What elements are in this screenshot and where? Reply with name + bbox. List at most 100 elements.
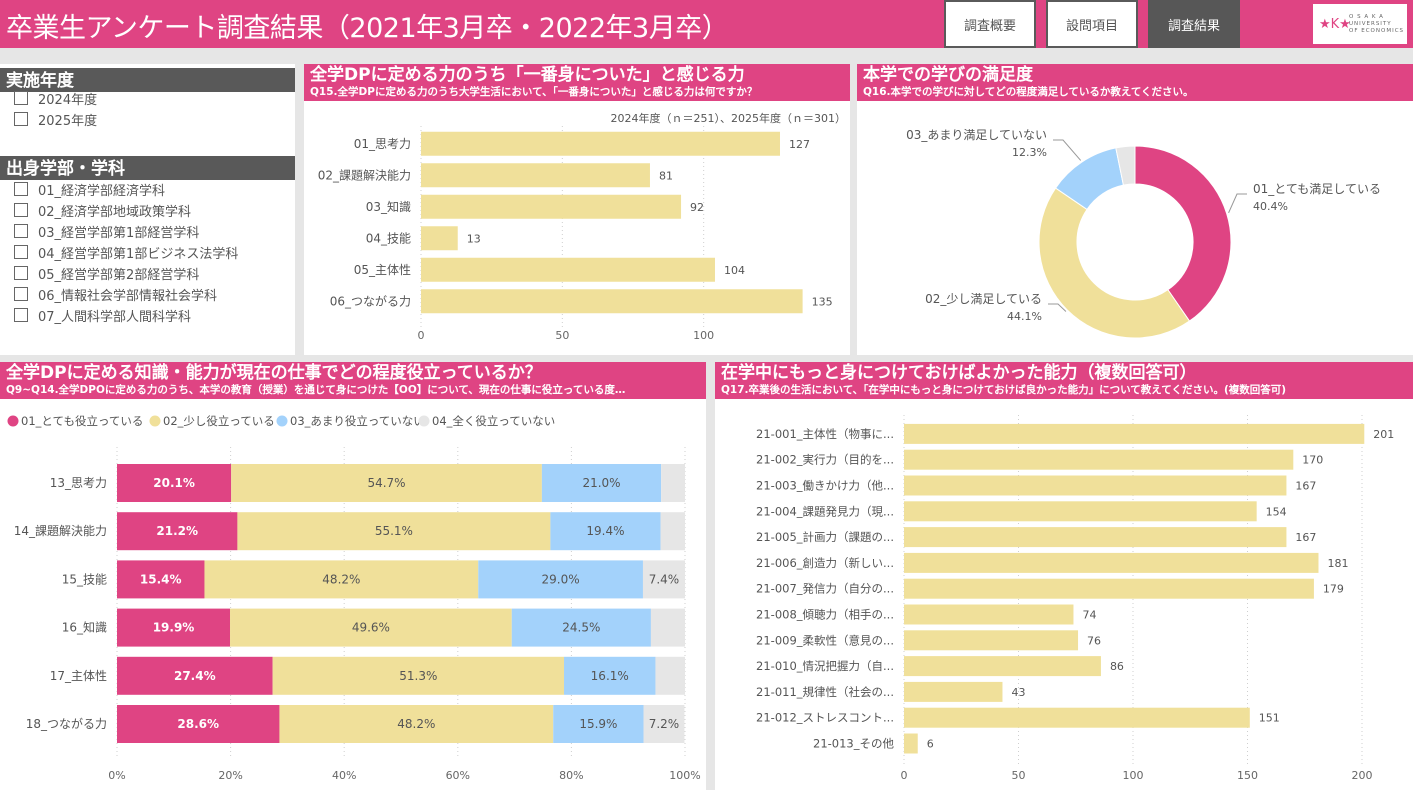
- bar-segment: [564, 656, 656, 695]
- bar-segment: [230, 608, 512, 647]
- data-label: 6: [927, 738, 934, 751]
- q16-title: 本学での学びの満足度: [863, 65, 1033, 85]
- bar: [904, 527, 1287, 548]
- faculty-filter-option[interactable]: 07_人間科学部人間科学科: [14, 305, 191, 325]
- checkbox[interactable]: [14, 182, 28, 196]
- slice-value-label: 44.1%: [1007, 310, 1042, 323]
- data-label: 48.2%: [322, 572, 360, 586]
- q16-donut-chart: 01_とても満足している 40.4% 02_少し満足している 44.1% 03_あまり満…: [906, 128, 1381, 339]
- faculty-filter-option[interactable]: 06_情報社会学部情報社会学科: [14, 284, 217, 304]
- bar: [904, 733, 918, 754]
- data-label: 7.4%: [649, 572, 680, 586]
- checkbox[interactable]: [14, 91, 28, 105]
- logo-line-1: O S A K A: [1349, 13, 1384, 20]
- bar-segment: [117, 705, 280, 743]
- slice-value-label: 12.3%: [1012, 146, 1047, 159]
- checkbox[interactable]: [14, 245, 28, 259]
- data-label: 21.2%: [156, 524, 198, 538]
- data-label: 15.9%: [579, 717, 617, 731]
- checkbox[interactable]: [14, 224, 28, 238]
- faculty-filter-option[interactable]: 02_経済学部地域政策学科: [14, 200, 191, 220]
- data-label: 86: [1110, 660, 1124, 673]
- category-label: 21-003_働きかけ力（他...: [756, 479, 894, 493]
- slice-label: 03_あまり満足していない: [906, 128, 1047, 142]
- data-label: 81: [659, 169, 673, 182]
- data-label: 51.3%: [399, 669, 437, 683]
- nav-survey-overview-button[interactable]: 調査概要: [944, 0, 1036, 48]
- checkbox[interactable]: [14, 266, 28, 280]
- bar: [904, 578, 1314, 599]
- data-label: 48.2%: [397, 717, 435, 731]
- x-tick-label: 80%: [559, 769, 583, 782]
- faculty-filter-option-label: 05_経営学部第2部経営学科: [38, 267, 200, 283]
- bar-segment: [650, 608, 685, 647]
- category-label: 21-009_柔軟性（意見の...: [756, 633, 894, 647]
- q16-panel: 本学での学びの満足度 Q16.本学での学びに対してどの程度満足しているか教えてく…: [857, 64, 1413, 355]
- q15-title-bar: 全学DPに定める力のうち「一番身についた」と感じる力 Q15.全学DPに定める力…: [304, 64, 850, 101]
- donut-slice: [1115, 145, 1136, 186]
- leader-line: [1048, 303, 1067, 312]
- q9-14-stacked-bar-chart: 01_とても役立っている 02_少し役立っている 03_あまり役立っていない 04_全…: [7, 414, 701, 782]
- nav-questions-button[interactable]: 設問項目: [1046, 0, 1138, 48]
- category-label: 17_主体性: [50, 669, 107, 683]
- category-label: 03_知識: [366, 200, 411, 214]
- nav-results-button[interactable]: 調査結果: [1148, 0, 1240, 48]
- bar: [421, 131, 780, 156]
- q16-subtitle: Q16.本学での学びに対してどの程度満足しているか教えてください。: [863, 86, 1194, 98]
- legend-marker: [276, 415, 288, 427]
- legend-label: 03_あまり役立っていない: [290, 414, 425, 428]
- faculty-filter-option-label: 03_経営学部第1部経営学科: [38, 225, 200, 241]
- bar-segment: [478, 560, 643, 599]
- year-filter-option[interactable]: 2024年度: [14, 88, 97, 108]
- x-tick-label: 50: [555, 329, 569, 342]
- checkbox[interactable]: [14, 203, 28, 217]
- data-label: 135: [812, 295, 833, 308]
- category-label: 14_課題解決能力: [14, 523, 107, 538]
- x-tick-label: 20%: [218, 769, 242, 782]
- checkbox[interactable]: [14, 308, 28, 322]
- data-label: 154: [1266, 505, 1287, 518]
- category-label: 21-011_規律性（社会の...: [756, 685, 894, 699]
- faculty-filter-option[interactable]: 04_経営学部第1部ビジネス法学科: [14, 242, 238, 262]
- data-label: 127: [789, 138, 810, 151]
- data-label: 151: [1259, 712, 1280, 725]
- data-label: 16.1%: [591, 669, 629, 683]
- slice-label: 02_少し満足している: [925, 292, 1042, 306]
- bar-segment: [655, 656, 685, 695]
- data-label: 167: [1295, 531, 1316, 544]
- bar: [904, 423, 1365, 444]
- bar: [421, 289, 803, 314]
- year-filter-option-label: 2024年度: [38, 92, 98, 108]
- bar-segment: [237, 512, 551, 551]
- legend-label: 02_少し役立っている: [163, 414, 275, 428]
- data-label: 43: [1011, 686, 1025, 699]
- data-label: 49.6%: [352, 621, 390, 635]
- category-label: 21-008_傾聴力（相手の...: [756, 608, 894, 622]
- faculty-filter-option[interactable]: 05_経営学部第2部経営学科: [14, 263, 199, 283]
- x-tick-label: 100: [1123, 769, 1144, 782]
- faculty-filter-option[interactable]: 03_経営学部第1部経営学科: [14, 221, 199, 241]
- bar: [904, 501, 1257, 522]
- leader-line: [1053, 139, 1082, 161]
- slice-value-label: 40.4%: [1253, 200, 1288, 213]
- category-label: 21-010_情況把握力（自...: [756, 659, 894, 673]
- x-tick-label: 0%: [108, 769, 125, 782]
- faculty-filter-option[interactable]: 01_経済学部経済学科: [14, 179, 165, 199]
- data-label: 15.4%: [140, 572, 182, 586]
- q17-title: 在学中にもっと身につけておけばよかった能力（複数回答可）: [721, 363, 1197, 383]
- x-tick-label: 200: [1352, 769, 1373, 782]
- x-tick-label: 0: [418, 329, 425, 342]
- bar-segment: [272, 656, 565, 695]
- bar-segment: [550, 512, 661, 551]
- q17-panel: 在学中にもっと身につけておけばよかった能力（複数回答可） Q17.卒業後の生活に…: [715, 362, 1413, 790]
- data-label: 55.1%: [375, 524, 413, 538]
- bar: [421, 226, 458, 251]
- bar: [904, 604, 1074, 625]
- faculty-filter-option-label: 04_経営学部第1部ビジネス法学科: [38, 246, 239, 262]
- category-label: 06_つながる力: [330, 293, 411, 308]
- data-label: 29.0%: [542, 572, 580, 586]
- data-label: 104: [724, 264, 745, 277]
- year-filter-option[interactable]: 2025年度: [14, 109, 97, 129]
- checkbox[interactable]: [14, 287, 28, 301]
- checkbox[interactable]: [14, 112, 28, 126]
